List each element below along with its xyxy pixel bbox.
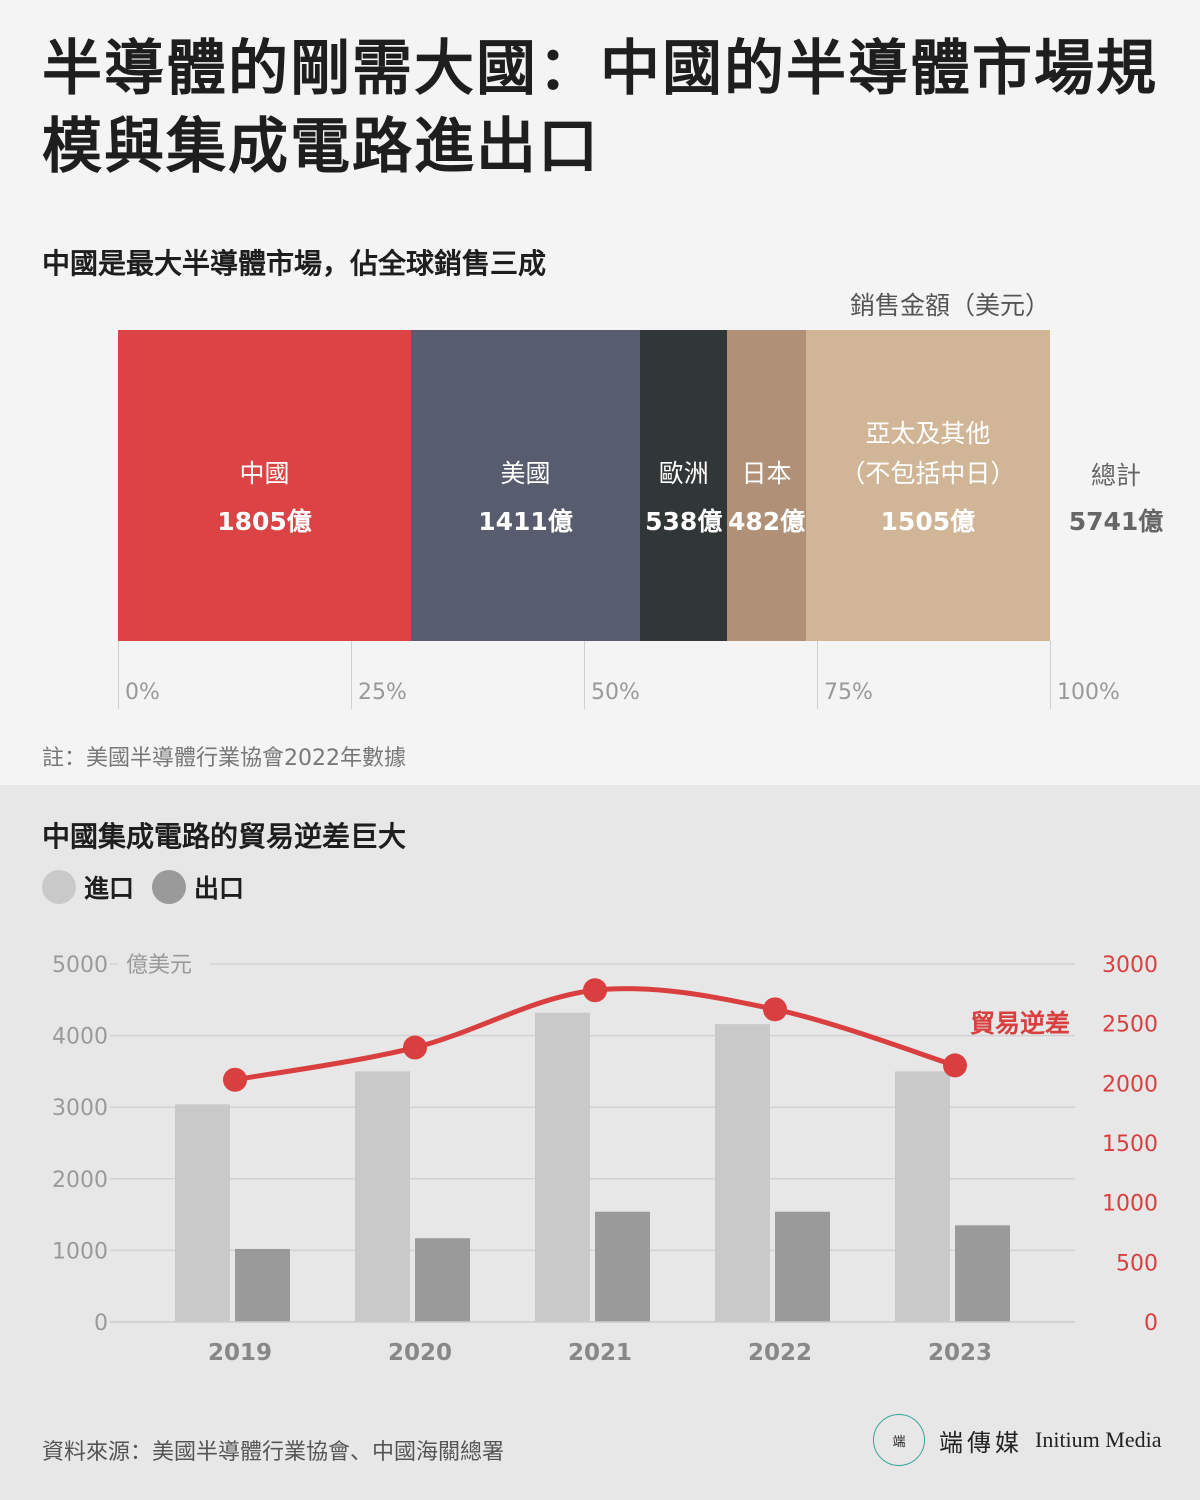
y-tick-label: 5000 [52,953,108,978]
deficit-point [403,1035,427,1060]
market-segment-usa [411,330,641,641]
percent-gridline [817,641,818,709]
page-title: 半導體的剛需大國：中國的半導體市場規模與集成電路進出口 [42,34,1158,182]
market-share-bar: 中國 1805億 美國 1411億 歐洲 538億 日本 482億 亞太及其他 （不包括中日） 1… [118,330,1050,641]
brand: 端 端傳媒 Initium Media [873,1414,1161,1466]
y2-tick-label: 1000 [1102,1192,1158,1217]
market-total-label: 總計 [1090,461,1141,490]
x-tick-label: 2020 [388,1340,452,1366]
market-segment-value: 482億 [727,507,806,536]
deficit-series-label: 貿易逆差 [970,1009,1070,1038]
market-segment-label-japan: 日本 482億 [717,330,815,641]
y-tick-label: 0 [94,1311,108,1336]
market-segment-name: 歐洲 [658,459,709,488]
trade-subtitle: 中國集成電路的貿易逆差巨大 [42,820,407,853]
legend-import: 進口 [42,869,134,905]
market-segment-china [118,330,412,641]
percent-gridline [351,641,352,709]
legend-export-label: 出口 [194,874,245,903]
market-total: 總計 5741億 [1052,330,1180,641]
source-note: 資料來源：美國半導體行業協會、中國海關總署 [42,1440,505,1465]
y-tick-label: 3000 [52,1096,108,1121]
y-unit-label-bg [118,946,210,980]
market-total-value: 5741億 [1068,507,1164,536]
export-bar [955,1225,1010,1322]
market-segment-japan [727,330,806,641]
percent-tick-label: 50% [591,680,640,705]
x-tick-label: 2022 [748,1340,812,1366]
y-tick-label: 4000 [52,1025,108,1050]
trade-legend: 進口 出口 [42,869,262,905]
market-unit-label: 銷售金額（美元） [849,291,1050,320]
import-bar [535,1012,590,1322]
y2-tick-label: 500 [1116,1251,1158,1276]
export-bar [415,1238,470,1322]
percent-gridline [118,641,119,709]
legend-export: 出口 [152,869,244,905]
market-segment-europe [640,330,728,641]
deficit-point [943,1053,967,1078]
deficit-point [583,978,607,1003]
market-subtitle: 中國是最大半導體市場，佔全球銷售三成 [42,247,547,280]
percent-gridline [1050,641,1051,709]
market-segment-value: 538億 [645,507,723,536]
x-tick-label: 2021 [568,1340,632,1366]
brand-logo-icon: 端 [873,1414,925,1466]
market-segment-apac [805,330,1050,641]
percent-tick-label: 0% [125,680,160,705]
y-tick-label: 2000 [52,1168,108,1193]
import-bar [715,1024,770,1322]
legend-import-label: 進口 [84,874,135,903]
market-segment-value: 1505億 [880,507,976,536]
brand-name-zh: 端傳媒 [939,1428,1023,1457]
y-tick-label: 1000 [52,1239,108,1264]
percent-gridline [584,641,585,709]
market-segment-name: 美國 [500,459,551,488]
y2-tick-label: 2500 [1102,1013,1158,1038]
market-segment-name: 日本 [741,459,792,488]
market-segment-name: 中國 [239,459,290,488]
market-segment-label-europe: 歐洲 538億 [630,330,737,641]
deficit-point [763,997,787,1022]
percent-tick-label: 100% [1057,680,1120,705]
export-bar [595,1211,650,1322]
market-note: 註：美國半導體行業協會2022年數據 [42,746,406,771]
y-unit-label: 億美元 [126,953,192,978]
market-segment-label-china: 中國 1805億 [108,330,421,641]
y2-tick-label: 2000 [1102,1072,1158,1097]
legend-export-swatch [152,870,187,904]
import-bar [895,1071,950,1322]
market-segment-name: 亞太及其他 （不包括中日） [840,419,1016,488]
market-segment-value: 1411億 [478,507,573,536]
percent-tick-label: 75% [824,680,873,705]
export-bar [235,1248,290,1322]
market-segment-value: 1805億 [217,507,312,536]
y2-tick-label: 3000 [1102,953,1158,978]
export-bar [775,1211,830,1322]
x-tick-label: 2019 [208,1340,272,1366]
percent-tick-label: 25% [358,680,407,705]
legend-import-swatch [42,870,76,904]
y2-tick-label: 1500 [1102,1132,1158,1157]
import-bar [355,1071,410,1322]
market-segment-label-apac: 亞太及其他 （不包括中日） 1505億 [796,330,1060,641]
market-segment-label-usa: 美國 1411億 [401,330,650,641]
x-tick-label: 2023 [928,1340,992,1366]
import-bar [175,1104,230,1322]
brand-name-en: Initium Media [1035,1427,1162,1452]
y2-tick-label: 0 [1144,1311,1158,1336]
deficit-point [223,1067,247,1092]
